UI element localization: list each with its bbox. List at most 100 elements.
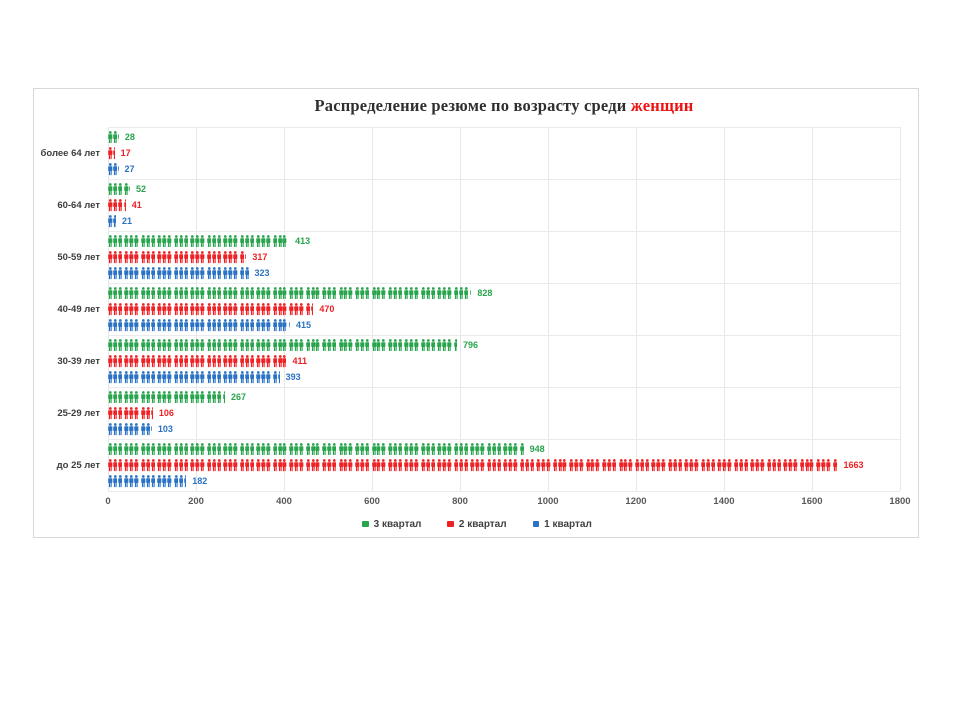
person-icon-slot [496, 443, 502, 456]
person-icon [174, 371, 179, 384]
person-icon [134, 267, 139, 280]
person-icon-slot [113, 407, 118, 420]
person-icon [705, 459, 711, 472]
person-icon [150, 407, 153, 420]
person-icon-slot [118, 423, 123, 436]
person-icon [113, 371, 118, 384]
person-icon-slot [414, 287, 419, 300]
person-icon-slot [195, 391, 200, 404]
person-icon [503, 459, 508, 472]
person-icon-slot [508, 443, 513, 456]
person-icon-slot [755, 459, 760, 472]
person-icon [426, 459, 431, 472]
person-icon-slot [216, 319, 222, 332]
person-icon [239, 355, 245, 368]
person-icon [338, 287, 343, 300]
x-tick-label: 200 [188, 496, 204, 507]
person-icon-slot [178, 475, 184, 488]
person-icon [332, 339, 337, 352]
person-icon [294, 303, 299, 316]
value-label: 28 [124, 132, 135, 142]
person-icon-slot [546, 459, 551, 472]
person-icon-slot [113, 459, 118, 472]
person-icon-slot [129, 303, 134, 316]
person-icon-slot [656, 459, 661, 472]
person-icon-slot [223, 287, 228, 300]
person-icon-slot [108, 131, 113, 144]
person-icon-slot [668, 459, 673, 472]
person-icon [124, 319, 129, 332]
person-icon-slot [447, 443, 452, 456]
person-icon-slot [244, 459, 250, 472]
person-icon [282, 235, 287, 248]
person-icon-slot [458, 443, 464, 456]
person-icon [239, 287, 245, 300]
person-icon-slot [832, 459, 838, 472]
person-icon-slot [371, 443, 377, 456]
person-icon-slot [108, 475, 113, 488]
person-icon [294, 339, 299, 352]
person-icon-slot [299, 339, 304, 352]
person-icon [167, 339, 172, 352]
person-icon-slot [129, 391, 134, 404]
person-icon-slot [129, 251, 134, 264]
person-icon-slot [129, 407, 134, 420]
person-icon [249, 371, 254, 384]
person-icon [442, 459, 447, 472]
person-icon [183, 459, 189, 472]
person-icon [146, 423, 151, 436]
person-icon-slot [228, 235, 233, 248]
value-label: 828 [477, 288, 493, 298]
person-icon [388, 287, 393, 300]
person-icon [108, 215, 113, 228]
person-icon-slot [404, 459, 409, 472]
person-icon [141, 407, 146, 420]
person-icon [261, 443, 266, 456]
person-icon [310, 339, 315, 352]
person-icon-slot [167, 355, 172, 368]
value-label: 41 [131, 200, 142, 211]
person-icon-slot [463, 443, 469, 456]
person-icon [244, 267, 249, 280]
person-icon-slot [239, 339, 245, 352]
person-icon [146, 235, 151, 248]
person-icon-slot [371, 459, 377, 472]
person-icon [211, 319, 217, 332]
person-icon [190, 251, 195, 264]
person-icon-slot [216, 391, 222, 404]
person-icon-slot [211, 235, 217, 248]
person-icon-slot [228, 267, 233, 280]
person-icon [783, 459, 788, 472]
person-icon [108, 319, 113, 332]
person-icon [195, 251, 200, 264]
person-icon [113, 391, 118, 404]
person-icon-slot [141, 251, 146, 264]
person-icon-slot [651, 459, 656, 472]
person-icon-slot [282, 319, 287, 332]
person-icon [178, 391, 184, 404]
pictogram-row: 323 [108, 267, 270, 280]
person-icon-slot [305, 303, 311, 316]
person-icon [579, 459, 584, 472]
person-icon [475, 459, 480, 472]
person-icon-slot [239, 303, 245, 316]
person-icon [150, 251, 156, 264]
category-label: 60-64 лет [57, 199, 100, 211]
person-icon [635, 459, 640, 472]
person-icon [661, 459, 666, 472]
person-icon-slot [480, 443, 485, 456]
person-icon-slot [628, 459, 633, 472]
person-icon-slot [183, 235, 189, 248]
person-icon-slot [118, 339, 123, 352]
person-icon [134, 251, 139, 264]
person-icon-slot [299, 303, 304, 316]
person-icon-slot [178, 371, 184, 384]
person-icon-slot [348, 459, 353, 472]
person-icon [327, 339, 332, 352]
person-icon [183, 251, 189, 264]
person-icon-slot [409, 287, 414, 300]
person-icon-slot [174, 443, 179, 456]
person-icon-slot [426, 287, 431, 300]
person-icon-slot [783, 459, 788, 472]
person-icon-slot [118, 407, 123, 420]
